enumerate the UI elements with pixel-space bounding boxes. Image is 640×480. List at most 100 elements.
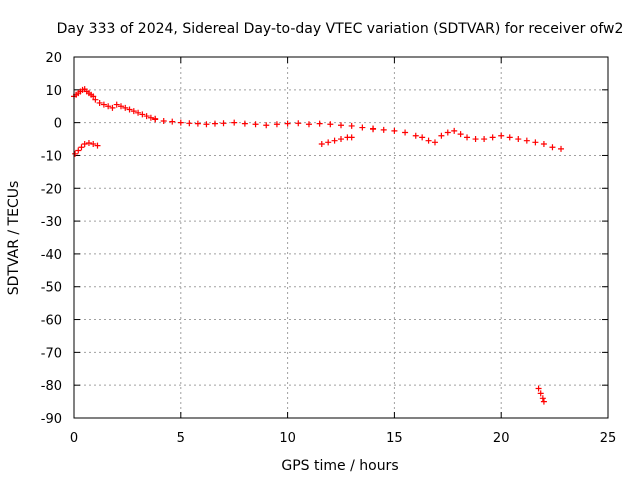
data-point bbox=[537, 390, 544, 397]
y-tick-label: 10 bbox=[45, 84, 62, 99]
data-point bbox=[203, 121, 210, 128]
data-point bbox=[431, 139, 438, 146]
data-point bbox=[194, 120, 201, 127]
data-point bbox=[498, 132, 505, 139]
data-point bbox=[348, 122, 355, 129]
data-point bbox=[105, 103, 112, 110]
data-point bbox=[94, 142, 101, 149]
series-arc-short-early bbox=[72, 139, 101, 157]
x-tick-label: 0 bbox=[70, 431, 78, 446]
data-point bbox=[391, 127, 398, 134]
data-point bbox=[532, 139, 539, 146]
x-tick-label: 15 bbox=[386, 431, 403, 446]
y-tick-label: -50 bbox=[41, 281, 62, 296]
data-point bbox=[327, 121, 334, 128]
data-point bbox=[464, 134, 471, 141]
data-point bbox=[348, 134, 355, 141]
data-point bbox=[85, 139, 92, 146]
data-point bbox=[370, 126, 377, 133]
data-point bbox=[169, 118, 176, 125]
y-tick-label: -90 bbox=[41, 412, 62, 427]
data-point bbox=[331, 137, 338, 144]
data-point bbox=[263, 122, 270, 129]
series-arc-outlier bbox=[535, 385, 547, 405]
data-point bbox=[540, 398, 547, 405]
y-tick-label: 20 bbox=[45, 51, 62, 66]
plot-frame bbox=[73, 56, 609, 419]
data-point bbox=[506, 134, 513, 141]
data-point bbox=[177, 119, 184, 126]
data-point bbox=[412, 132, 419, 139]
data-point bbox=[122, 104, 129, 111]
axis-ticks bbox=[73, 56, 609, 419]
x-tick-labels: 0 5 10 15 20 25 bbox=[70, 431, 616, 446]
data-point bbox=[284, 120, 291, 127]
data-point bbox=[81, 140, 88, 147]
data-point bbox=[438, 132, 445, 139]
chart-title: Day 333 of 2024, Sidereal Day-to-day VTE… bbox=[57, 21, 624, 37]
data-point bbox=[444, 129, 451, 136]
data-point bbox=[380, 126, 387, 133]
y-tick-label: -70 bbox=[41, 346, 62, 361]
data-point bbox=[472, 136, 479, 143]
data-points bbox=[71, 86, 565, 405]
x-tick-label: 10 bbox=[279, 431, 296, 446]
series-arc-main-3 bbox=[370, 126, 565, 152]
y-tick-label: -10 bbox=[41, 149, 62, 164]
series-arc-short-mid bbox=[318, 134, 355, 147]
data-point bbox=[252, 121, 259, 128]
data-point bbox=[489, 134, 496, 141]
data-point bbox=[78, 144, 85, 151]
data-point bbox=[160, 117, 167, 124]
data-point bbox=[211, 120, 218, 127]
data-point bbox=[109, 104, 116, 111]
data-point bbox=[220, 120, 227, 127]
data-point bbox=[539, 395, 546, 402]
x-tick-label: 5 bbox=[177, 431, 185, 446]
data-point bbox=[338, 136, 344, 143]
data-point bbox=[451, 127, 458, 134]
data-point bbox=[558, 145, 565, 152]
data-point bbox=[92, 96, 99, 103]
data-point bbox=[338, 122, 344, 129]
y-tick-label: -40 bbox=[41, 248, 62, 263]
data-point bbox=[457, 131, 464, 138]
data-point bbox=[325, 139, 332, 146]
data-point bbox=[425, 137, 432, 144]
data-point bbox=[147, 114, 154, 121]
y-tick-label: -60 bbox=[41, 314, 62, 329]
data-point bbox=[481, 136, 488, 143]
data-point bbox=[96, 99, 103, 106]
y-tick-label: -20 bbox=[41, 182, 62, 197]
data-point bbox=[540, 140, 547, 147]
y-tick-label: -80 bbox=[41, 379, 62, 394]
data-point bbox=[113, 101, 120, 108]
data-point bbox=[359, 124, 366, 131]
data-point bbox=[90, 93, 97, 100]
x-tick-label: 20 bbox=[493, 431, 510, 446]
data-point bbox=[295, 120, 302, 127]
data-point bbox=[231, 119, 238, 126]
data-point bbox=[130, 108, 137, 115]
data-point bbox=[126, 106, 133, 113]
x-tick-label: 25 bbox=[600, 431, 617, 446]
data-point bbox=[72, 150, 79, 157]
data-point bbox=[535, 385, 542, 392]
data-point bbox=[273, 121, 280, 128]
x-axis-label: GPS time / hours bbox=[281, 458, 398, 474]
data-point bbox=[402, 129, 409, 136]
y-axis-label: SDTVAR / TECUs bbox=[6, 181, 22, 296]
y-tick-label: 0 bbox=[54, 117, 62, 132]
series-arc-main-1 bbox=[71, 86, 159, 122]
data-point bbox=[318, 140, 325, 147]
data-point bbox=[515, 136, 522, 143]
data-point bbox=[523, 137, 530, 144]
data-point bbox=[135, 109, 142, 116]
data-point bbox=[117, 103, 124, 110]
data-point bbox=[305, 121, 312, 128]
data-point bbox=[100, 101, 107, 108]
data-point bbox=[139, 111, 146, 118]
y-tick-label: -30 bbox=[41, 215, 62, 230]
y-tick-labels: 20 10 0 -10 -20 -30 -40 -50 -60 -70 -80 -90 bbox=[41, 51, 62, 427]
